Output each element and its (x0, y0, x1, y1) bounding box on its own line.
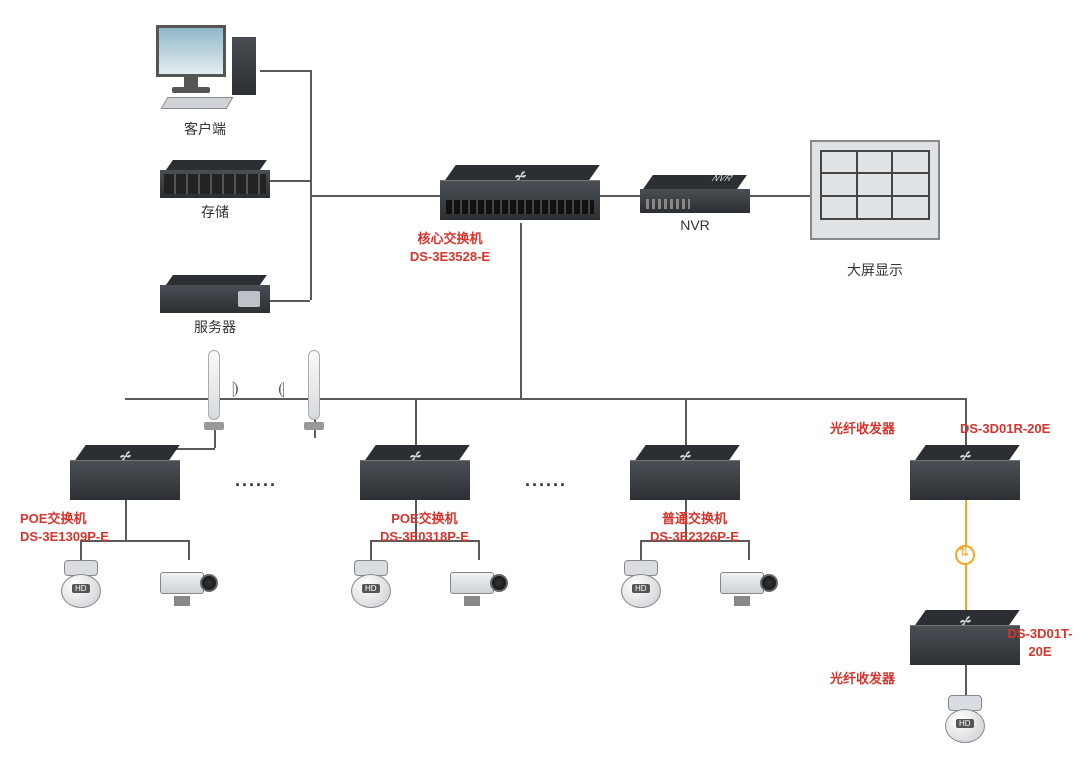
line-core-down (520, 223, 522, 398)
antenna-left (200, 350, 228, 430)
dome-cam-3: HD (618, 560, 664, 608)
server: 服务器 (160, 275, 270, 337)
poe-switch-1: ✢ (70, 445, 180, 500)
antenna-right (300, 350, 328, 430)
line-storage-bus (270, 180, 310, 182)
fiber-t-model-text: DS-3D01T-20E (1007, 626, 1072, 659)
normal-label: 普通交换机 DS-3E2326P-E (650, 510, 739, 546)
tvwall-label: 大屏显示 (810, 260, 940, 280)
line-poe2-cam1 (370, 540, 372, 560)
box-cam-3 (720, 568, 778, 600)
tv-wall: 大屏显示 (810, 140, 940, 280)
poe-switch-2: ✢ (360, 445, 470, 500)
dome-cam-2: HD (348, 560, 394, 608)
poe1-label: POE交换机 DS-3E1309P-E (20, 510, 109, 546)
storage-label: 存储 (160, 202, 270, 222)
hd-badge: HD (956, 719, 974, 728)
fiber-r-name: 光纤收发器 (830, 421, 895, 436)
line-bus-core (310, 195, 442, 197)
server-label: 服务器 (160, 317, 270, 337)
line-fibert-cam (965, 665, 967, 695)
fiber-r-label: 光纤收发器 (830, 420, 895, 438)
poe2-label: POE交换机 DS-3E0318P-E (380, 510, 469, 546)
client-label: 客户端 (150, 119, 260, 139)
core-switch-label: 核心交换机 DS-3E3528-E (395, 230, 505, 266)
fiber-r-model: DS-3D01R-20E (960, 420, 1050, 438)
hd-badge: HD (72, 584, 90, 593)
box-cam-2 (450, 568, 508, 600)
line-poe1-down (125, 500, 127, 540)
fiber-t-name: 光纤收发器 (830, 671, 895, 686)
dots-1: ...... (235, 470, 277, 491)
wifi-waves-right: ⦇ (278, 378, 285, 399)
hd-badge: HD (632, 584, 650, 593)
line-drop-normal (685, 398, 687, 448)
poe1-name: POE交换机 (20, 511, 86, 526)
normal-model: DS-3E2326P-E (650, 529, 739, 544)
dots-2: ...... (525, 470, 567, 491)
poe2-model: DS-3E0318P-E (380, 529, 469, 544)
nvr: NVR NVR (640, 175, 750, 233)
dome-cam-1: HD (58, 560, 104, 608)
line-poe1-cam2 (188, 540, 190, 560)
box-cam-1 (160, 568, 218, 600)
client-pc: 客户端 (150, 25, 260, 139)
poe1-model: DS-3E1309P-E (20, 529, 109, 544)
line-server-bus (270, 300, 310, 302)
line-drop-poe2 (415, 398, 417, 448)
line-poe2-cam2 (478, 540, 480, 560)
core-switch-name: 核心交换机 (417, 231, 482, 246)
line-client-bus (260, 70, 310, 72)
fiber-r-model-text: DS-3D01R-20E (960, 421, 1050, 436)
normal-name: 普通交换机 (662, 511, 727, 526)
fiber-t-label: 光纤收发器 (830, 670, 895, 688)
normal-switch: ✢ (630, 445, 740, 500)
line-nvr-tv (748, 195, 812, 197)
storage: 存储 (160, 160, 270, 222)
dome-cam-4: HD (942, 695, 988, 743)
core-switch: ✢ (440, 165, 600, 220)
fiber-transceiver-r: ✢ (910, 445, 1020, 500)
line-core-nvr (598, 195, 642, 197)
line-normal-cam2 (748, 540, 750, 560)
line-dist-bar (125, 398, 965, 400)
line-left-bus (310, 70, 312, 300)
hd-badge: HD (362, 584, 380, 593)
fiber-joint-icon (955, 545, 975, 565)
nvr-label: NVR (640, 217, 750, 233)
line-normal-cam1 (640, 540, 642, 560)
poe2-name: POE交换机 (391, 511, 457, 526)
core-switch-model: DS-3E3528-E (410, 249, 490, 264)
line-ant-poe1 (214, 430, 216, 448)
wifi-waves-left: ⦈ (232, 378, 239, 399)
fiber-t-model: DS-3D01T-20E (1000, 625, 1080, 661)
